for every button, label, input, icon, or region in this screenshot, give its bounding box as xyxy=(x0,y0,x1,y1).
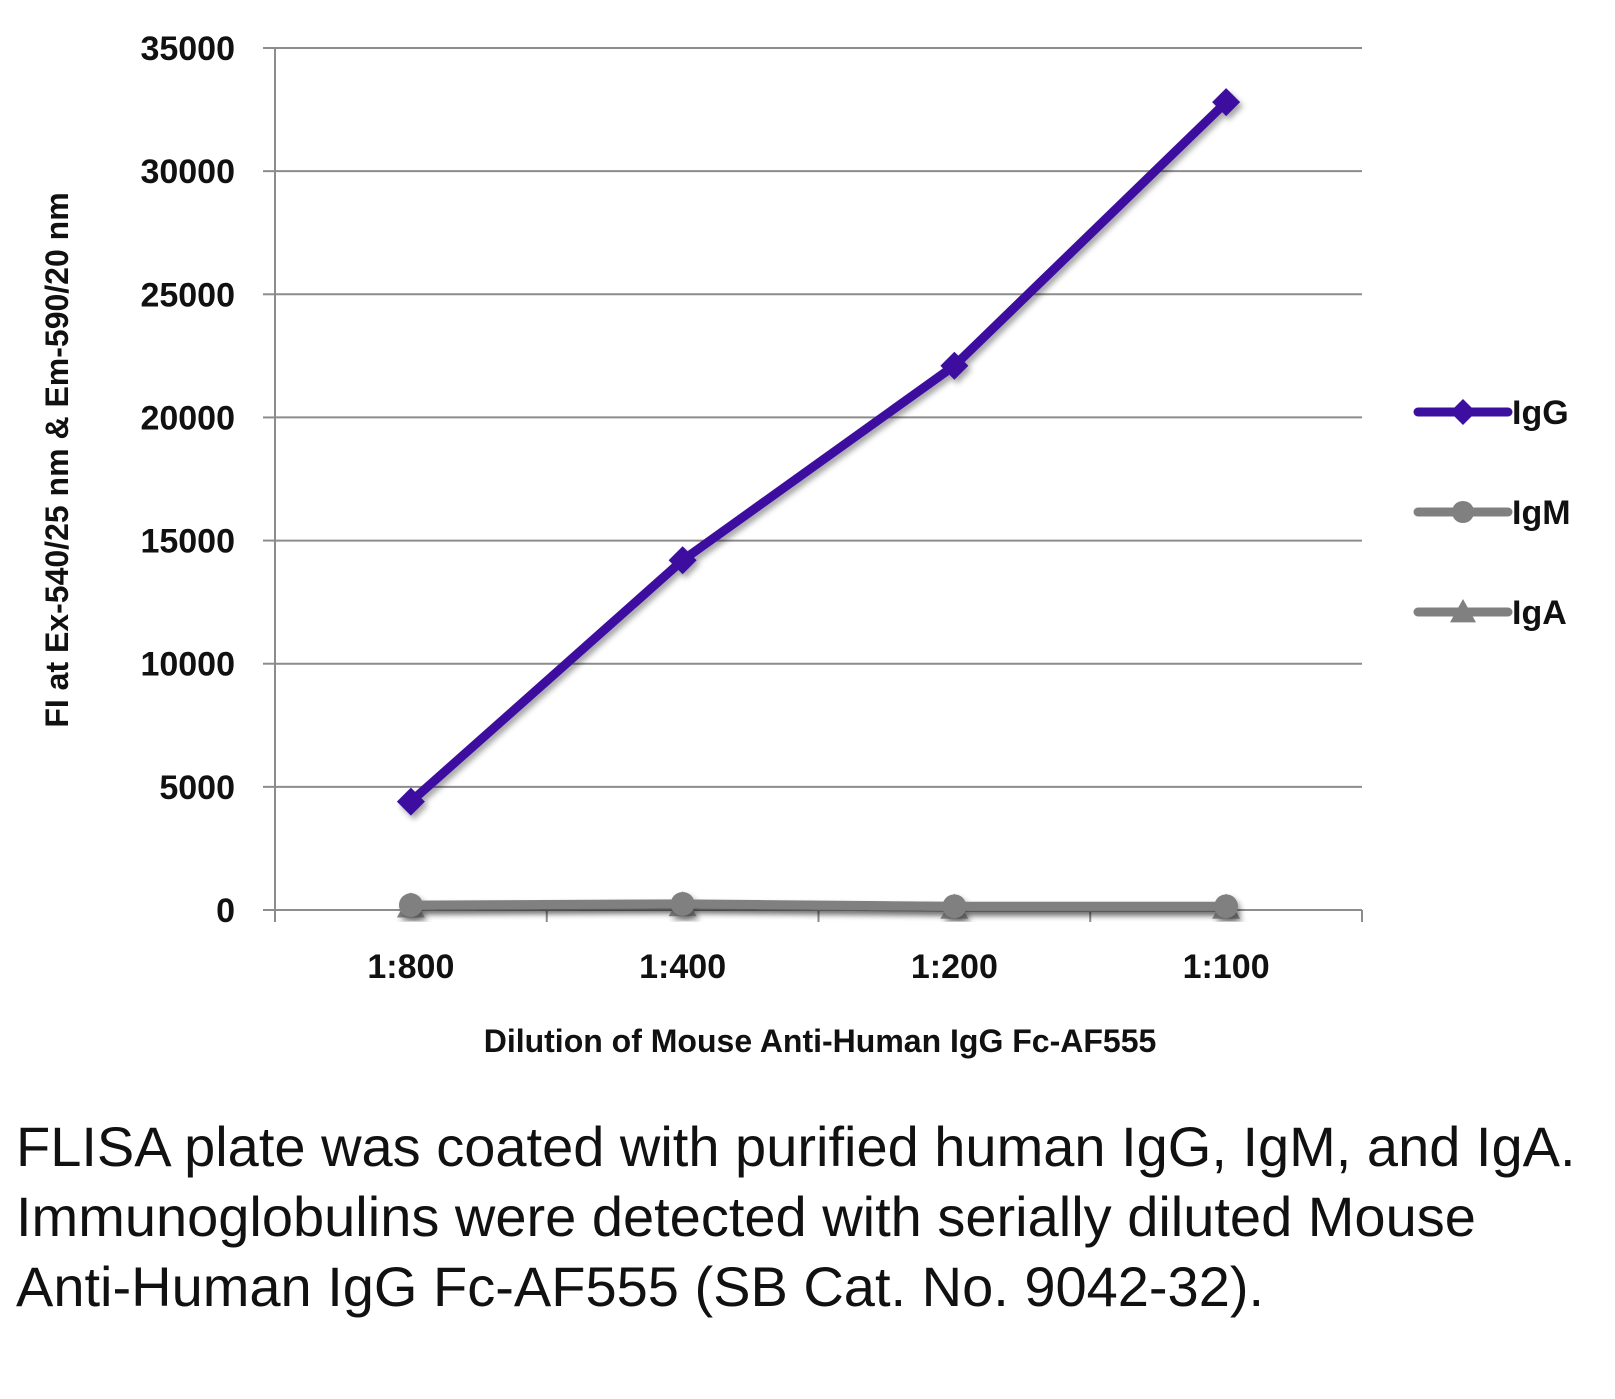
x-tick-label: 1:800 xyxy=(367,948,454,986)
data-point-igm xyxy=(942,894,967,919)
legend-label: IgA xyxy=(1512,594,1567,632)
legend-item-igm: IgM xyxy=(1413,494,1571,532)
y-tick-label: 15000 xyxy=(140,523,235,561)
data-point-igm xyxy=(398,893,423,917)
series xyxy=(396,88,1241,919)
data-point-igg xyxy=(940,351,969,380)
data-point-igm xyxy=(670,891,695,916)
legend-label: IgM xyxy=(1512,494,1571,532)
y-tick-label: 5000 xyxy=(159,769,235,807)
line-chart: 0 5000 10000 15000 20000 25000 30000 35000 1:80… xyxy=(39,30,1571,1059)
y-tick-label: 30000 xyxy=(140,153,235,191)
data-point-igg xyxy=(668,546,697,575)
x-axis-title: Dilution of Mouse Anti-Human IgG Fc-AF55… xyxy=(484,1023,1157,1059)
legend-marker xyxy=(1450,599,1476,623)
data-point-igm xyxy=(1214,894,1239,919)
series-line-igm xyxy=(406,899,1231,911)
y-tick-label: 10000 xyxy=(140,646,235,684)
legend: IgG IgM IgA xyxy=(1413,394,1571,632)
y-tick-labels: 0 5000 10000 15000 20000 25000 30000 35000 xyxy=(140,30,235,930)
gridlines xyxy=(275,47,1362,788)
data-point-igg xyxy=(396,787,425,816)
series-igm xyxy=(398,891,1239,919)
x-tick-label: 1:200 xyxy=(911,948,998,986)
legend-item-igg: IgG xyxy=(1413,394,1569,432)
x-tick-label: 1:400 xyxy=(639,948,726,986)
y-tick-label: 25000 xyxy=(140,276,235,314)
legend-marker xyxy=(1451,500,1475,524)
x-tick-labels: 1:800 1:400 1:200 1:100 xyxy=(367,948,1269,986)
legend-marker xyxy=(1450,399,1476,425)
y-tick-label: 35000 xyxy=(140,30,235,68)
figure-caption: FLISA plate was coated with purified hum… xyxy=(16,1115,1576,1318)
y-tick-label: 20000 xyxy=(140,399,235,437)
series-line-igg xyxy=(406,97,1231,807)
y-axis-title: FI at Ex-540/25 nm & Em-590/20 nm xyxy=(39,192,75,727)
legend-label: IgG xyxy=(1512,394,1569,432)
x-tick-label: 1:100 xyxy=(1183,948,1270,986)
y-tick-label: 0 xyxy=(216,892,235,930)
series-igg xyxy=(396,88,1241,816)
data-point-igg xyxy=(1212,88,1241,117)
legend-item-iga: IgA xyxy=(1413,594,1567,632)
